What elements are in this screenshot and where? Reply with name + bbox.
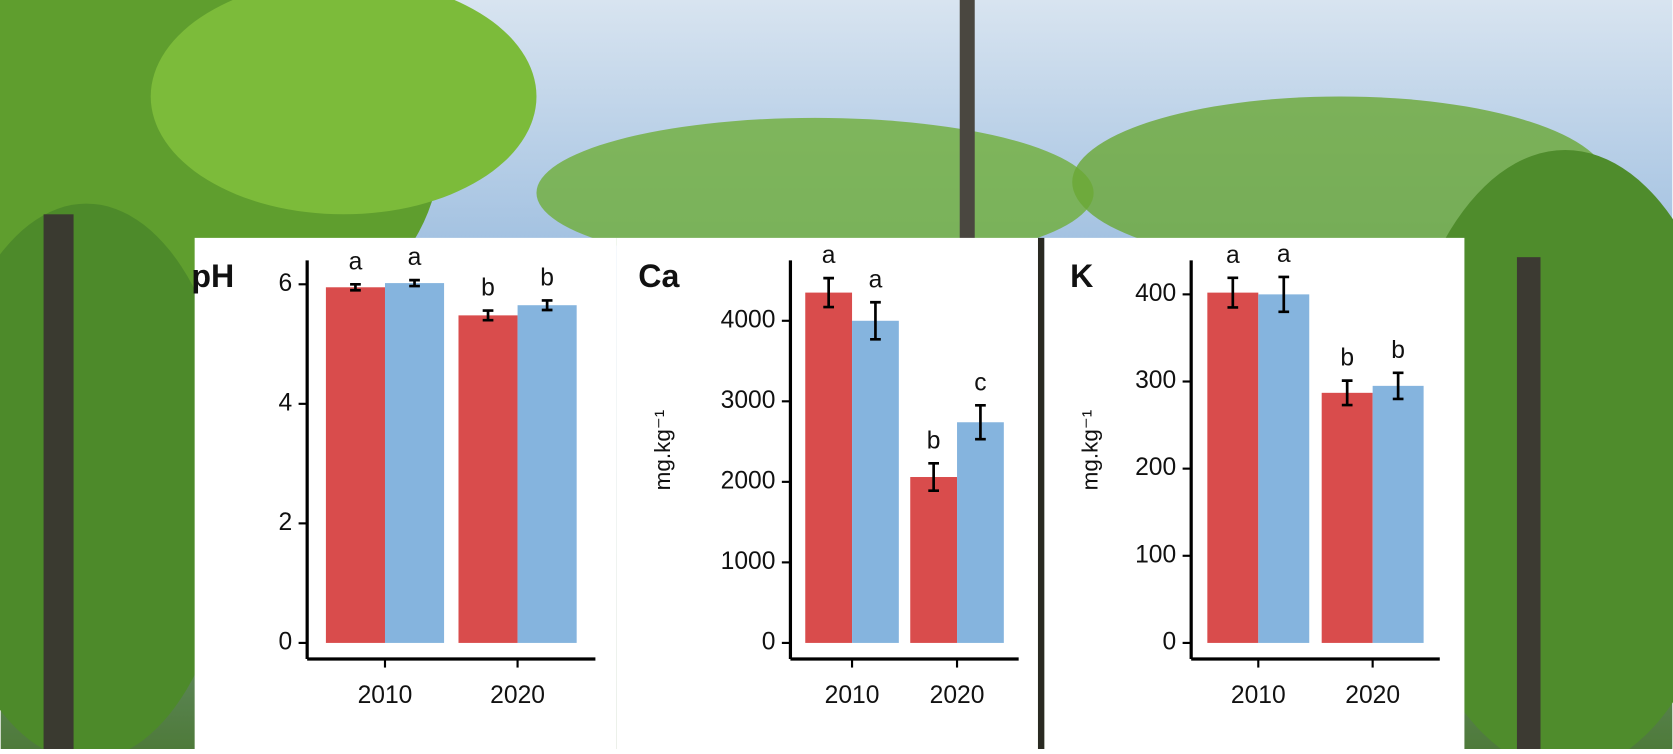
x-tick-label: 2020 [1345, 682, 1400, 709]
bar [1207, 292, 1259, 643]
x-tick-label: 2010 [358, 682, 413, 709]
bar [957, 422, 1004, 643]
bar [517, 305, 577, 643]
significance-letter: a [408, 244, 422, 271]
y-tick-label: 2000 [721, 467, 776, 494]
significance-letter: b [1391, 337, 1405, 364]
bar [458, 315, 518, 643]
error-bar [823, 276, 835, 309]
error-bar [870, 300, 881, 341]
error-bar [1392, 371, 1404, 401]
y-tick-label: 100 [1135, 541, 1176, 568]
y-axis-label: mg.kg⁻¹ [1077, 410, 1102, 491]
significance-letter: a [869, 266, 883, 293]
error-bar [1341, 379, 1353, 407]
x-tick-label: 2020 [930, 682, 985, 709]
significance-letter: b [481, 275, 495, 302]
y-tick-label: 2 [278, 509, 292, 536]
error-bar [350, 282, 361, 292]
error-bar [928, 461, 939, 493]
significance-letter: a [822, 242, 836, 269]
y-tick-label: 4000 [721, 306, 776, 333]
y-tick-label: 0 [278, 628, 292, 655]
y-tick-label: 0 [762, 628, 776, 655]
y-tick-label: 300 [1135, 367, 1176, 394]
y-tick-label: 400 [1135, 280, 1176, 307]
bar [852, 320, 899, 643]
bar [1258, 294, 1310, 643]
y-tick-label: 200 [1135, 454, 1176, 481]
x-tick-label: 2020 [490, 682, 545, 709]
significance-letter: a [349, 248, 363, 275]
error-bar [409, 278, 420, 288]
error-bar [1278, 275, 1290, 314]
significance-letter: b [1340, 345, 1354, 372]
error-bar [975, 404, 986, 441]
y-tick-label: 4 [278, 389, 292, 416]
y-axis-label: mg.kg⁻¹ [650, 410, 675, 491]
error-bar [482, 309, 494, 322]
chart-title: Ca [638, 258, 680, 294]
bar [384, 283, 445, 643]
bar [325, 287, 385, 643]
bar [1321, 392, 1373, 643]
y-tick-label: 1000 [721, 548, 776, 575]
significance-letter: a [1277, 241, 1291, 268]
significance-letter: a [1226, 242, 1240, 269]
x-tick-label: 2010 [1231, 682, 1286, 709]
chart-title: pH [191, 258, 234, 294]
significance-letter: c [974, 369, 986, 396]
y-tick-label: 3000 [721, 387, 776, 414]
significance-letter: b [927, 427, 941, 454]
bar [1372, 385, 1424, 643]
bar [805, 292, 853, 643]
y-tick-label: 6 [278, 270, 292, 297]
chart-title: K [1070, 258, 1093, 294]
y-tick-label: 0 [1162, 628, 1176, 655]
error-bar [1227, 276, 1239, 309]
bar [910, 477, 958, 643]
error-bar [541, 299, 553, 312]
significance-letter: b [540, 265, 554, 292]
x-tick-label: 2010 [825, 682, 880, 709]
